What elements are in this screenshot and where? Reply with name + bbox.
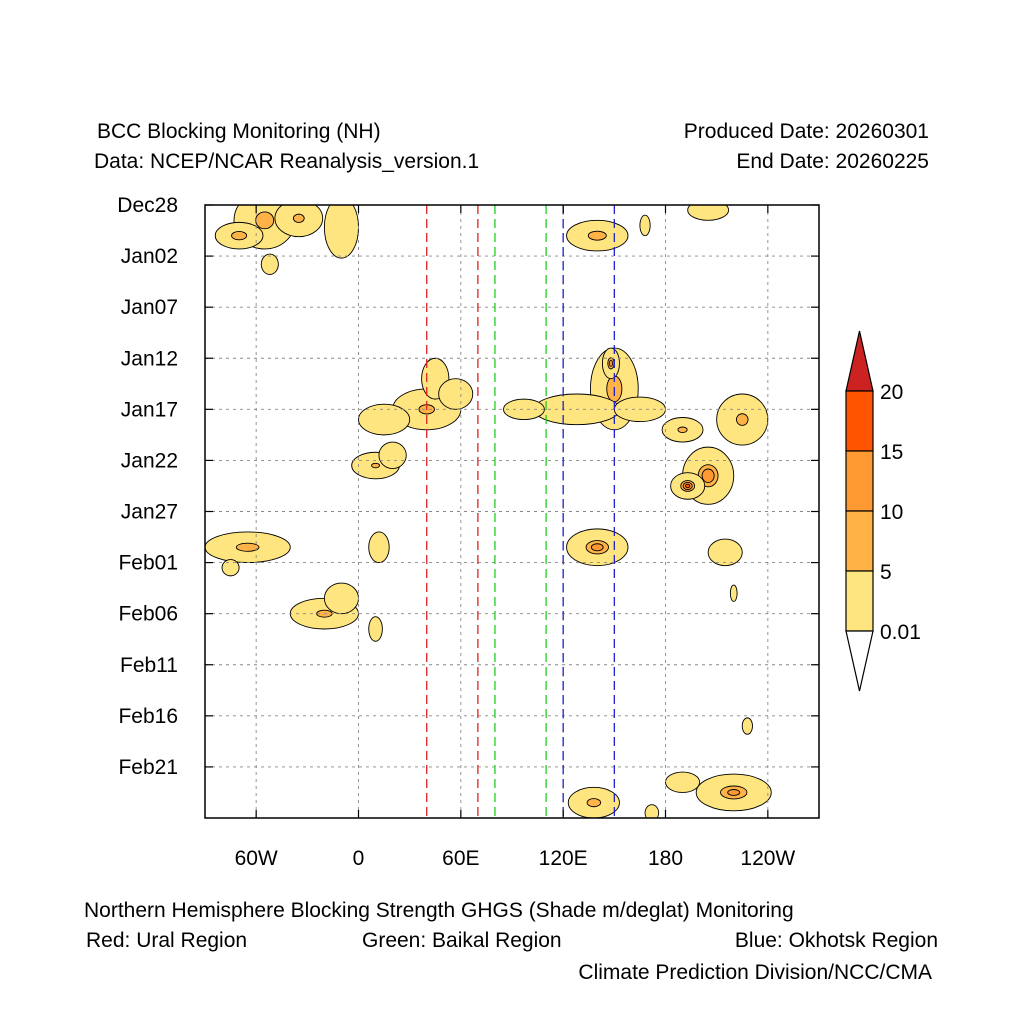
contour-level-1	[368, 616, 383, 642]
colorbar-label: 0.01	[880, 621, 921, 644]
blocking-blob	[566, 528, 629, 567]
blocking-blob	[707, 538, 743, 567]
contour-level-2	[371, 462, 381, 469]
produced-date: Produced Date: 20260301	[683, 120, 929, 143]
y-tick-label: Feb01	[118, 552, 178, 575]
contour-level-1	[687, 205, 730, 221]
colorbar-segment	[845, 390, 874, 452]
blocking-blob	[503, 398, 545, 421]
y-tick-label: Jan07	[121, 296, 178, 319]
x-tick-label: 120E	[539, 847, 588, 870]
contour-level-2	[235, 542, 260, 552]
y-tick-label: Jan02	[121, 245, 178, 268]
blocking-blob	[644, 804, 660, 818]
blocking-blob	[670, 472, 706, 500]
contour-level-3	[608, 359, 614, 367]
contour-level-2	[736, 413, 749, 426]
blocking-blob	[323, 582, 359, 615]
chart-title: BCC Blocking Monitoring (NH)	[97, 120, 381, 143]
contour-level-1	[503, 398, 545, 421]
blocking-blob	[567, 786, 620, 818]
blocking-blob	[741, 717, 753, 735]
blocking-blob	[729, 584, 738, 602]
blocking-blob	[601, 347, 620, 380]
contour-level-1	[260, 253, 279, 275]
footer-description: Northern Hemisphere Blocking Strength GH…	[84, 899, 794, 922]
blocking-blob	[716, 393, 769, 446]
legend-blue-okhotsk: Blue: Okhotsk Region	[734, 929, 938, 952]
blocking-blob	[687, 205, 730, 221]
contour-level-1	[707, 538, 743, 567]
y-tick-label: Jan17	[121, 398, 178, 421]
y-tick-label: Jan22	[121, 449, 178, 472]
colorbar-segment	[845, 510, 874, 572]
contour-level-1	[741, 717, 753, 735]
data-source: Data: NCEP/NCAR Reanalysis_version.1	[94, 150, 480, 173]
blocking-blob	[368, 531, 390, 564]
contour-level-3	[590, 543, 604, 552]
contour-level-2	[587, 230, 607, 241]
blocking-blob	[661, 417, 704, 443]
y-tick-label: Feb16	[118, 705, 178, 728]
colorbar-segment	[845, 450, 874, 512]
contour-level-2	[677, 426, 688, 433]
y-tick-label: Feb11	[120, 654, 178, 677]
blocking-blob	[438, 378, 474, 410]
y-tick-label: Dec28	[117, 194, 178, 217]
contour-level-4	[685, 483, 691, 489]
blocking-blob	[260, 253, 279, 275]
contour-level-1	[358, 403, 411, 436]
contour-level-2	[231, 230, 248, 241]
contour-level-1	[378, 441, 407, 470]
colorbar-segment-max	[845, 330, 874, 392]
blocking-blob	[665, 771, 701, 793]
x-tick-label: 120W	[740, 847, 795, 870]
blocking-blob	[566, 219, 629, 252]
colorbar-segment	[845, 570, 874, 632]
credit: Climate Prediction Division/NCC/CMA	[578, 961, 932, 984]
contour-level-1	[639, 214, 651, 237]
legend-green-baikal: Green: Baikal Region	[362, 929, 562, 952]
y-tick-label: Jan12	[121, 347, 178, 370]
colorbar-segment-min	[845, 630, 874, 692]
blocking-blob	[695, 773, 772, 812]
contour-level-2	[255, 211, 275, 230]
contour-level-3	[727, 789, 741, 796]
legend-red-ural: Red: Ural Region	[86, 929, 248, 952]
x-tick-label: 0	[353, 847, 365, 870]
contour-level-1	[438, 378, 474, 410]
blocking-blob	[274, 205, 324, 238]
blocking-blob	[323, 205, 359, 259]
contour-level-1	[323, 205, 359, 259]
contour-level-3	[701, 468, 715, 483]
contour-level-2	[586, 798, 602, 808]
colorbar-label: 10	[880, 501, 903, 524]
colorbar-label: 5	[880, 561, 892, 584]
contour-level-1	[644, 804, 660, 818]
x-tick-label: 180	[648, 847, 683, 870]
contour-level-1	[221, 559, 240, 577]
end-date: End Date: 20260225	[736, 150, 929, 173]
contour-level-1	[665, 771, 701, 793]
contour-level-1	[323, 582, 359, 615]
colorbar-label: 15	[880, 441, 903, 464]
y-tick-label: Jan27	[121, 501, 178, 524]
blocking-blob	[639, 214, 651, 237]
blocking-blob	[368, 616, 383, 642]
x-tick-label: 60W	[235, 847, 278, 870]
contour-level-2	[292, 213, 305, 223]
blocking-blob	[221, 559, 240, 577]
blocking-blob	[214, 221, 264, 250]
y-tick-label: Feb21	[118, 756, 178, 779]
y-tick-label: Feb06	[118, 603, 178, 626]
colorbar-label: 20	[880, 381, 903, 404]
blocking-blob	[358, 403, 411, 436]
contour-level-1	[368, 531, 390, 564]
blocking-blob	[378, 441, 407, 470]
contour-level-1	[729, 584, 738, 602]
x-tick-label: 60E	[442, 847, 479, 870]
blocking-blob	[205, 531, 291, 564]
